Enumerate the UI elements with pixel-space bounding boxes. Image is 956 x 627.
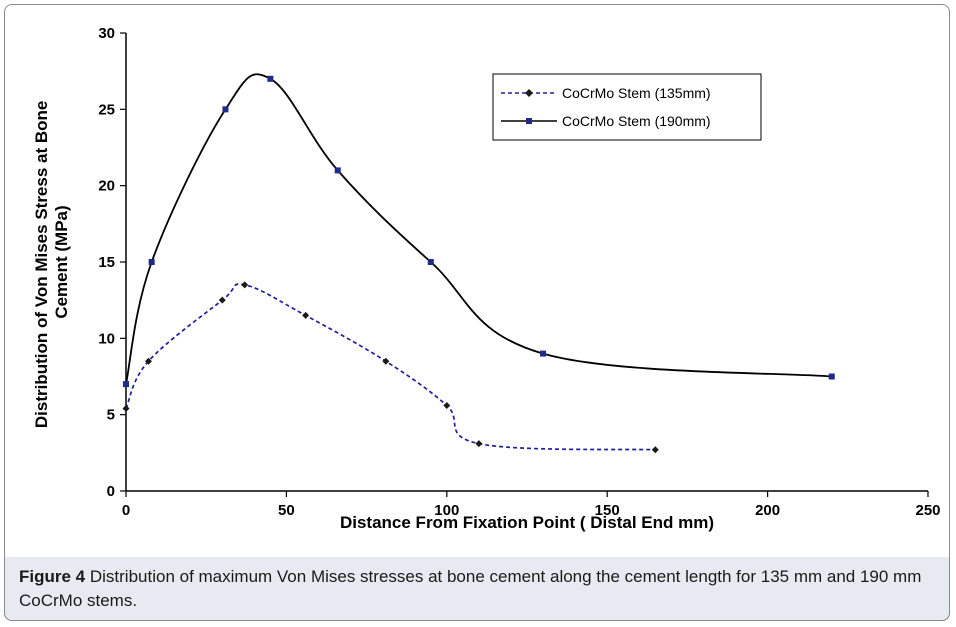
y-tick-label: 25: [98, 101, 115, 118]
series-135mm: [122, 281, 659, 454]
data-point: [148, 259, 155, 265]
series-line: [125, 283, 656, 451]
y-tick-label: 20: [98, 178, 115, 195]
data-point: [334, 167, 341, 174]
y-axis-title: Distribution of Von Mises Stress at Bone…: [32, 96, 71, 428]
caption-label: Figure 4: [19, 567, 86, 586]
series-190mm: [123, 73, 835, 388]
data-point: [222, 106, 229, 113]
legend-label-135: CoCrMo Stem (135mm): [562, 85, 711, 101]
y-axis-title-line-1: Distribution of Von Mises Stress at Bone: [32, 101, 51, 428]
data-point: [475, 440, 483, 448]
x-tick-label: 250: [915, 502, 940, 519]
series-layer: [122, 73, 835, 454]
data-point: [123, 381, 129, 388]
legend-label-190: CoCrMo Stem (190mm): [562, 113, 711, 129]
data-point: [218, 296, 226, 304]
data-point: [267, 75, 274, 82]
data-point: [302, 311, 310, 319]
legend-marker-135: [525, 89, 533, 97]
legend-item-190: CoCrMo Stem (190mm): [501, 113, 711, 129]
legend-box: [492, 73, 762, 141]
x-tick-label: 100: [434, 502, 459, 519]
x-axis-title: Distance From Fixation Point ( Distal En…: [340, 513, 714, 532]
y-tick-label: 5: [107, 407, 115, 424]
data-point: [540, 350, 547, 357]
series-line: [125, 73, 832, 385]
line-chart: 0 5 10 15 20 25 30 0 50 100 150 200 250 Distance Fr…: [32, 25, 941, 532]
y-tick-label: 15: [98, 254, 115, 271]
x-ticks: 0 50 100 150 200 250: [122, 491, 941, 519]
legend: CoCrMo Stem (135mm) CoCrMo Stem (190mm): [492, 73, 762, 141]
y-tick-label: 10: [98, 330, 115, 347]
figure-caption: Figure 4 Distribution of maximum Von Mis…: [19, 565, 939, 613]
caption-box: Figure 4 Distribution of maximum Von Mis…: [4, 557, 950, 621]
data-point: [651, 446, 659, 454]
data-point: [443, 402, 451, 410]
x-tick-label: 150: [595, 502, 620, 519]
x-axis: 0 50 100 150 200 250: [122, 490, 941, 519]
data-point: [382, 357, 390, 365]
x-tick-label: 0: [122, 502, 130, 519]
legend-item-135: CoCrMo Stem (135mm): [501, 85, 711, 101]
y-ticks: 0 5 10 15 20 25 30: [98, 25, 126, 500]
y-tick-label: 0: [107, 483, 115, 500]
legend-marker-190: [526, 118, 532, 124]
y-axis-title-line-2: Cement (MPa): [52, 205, 71, 318]
x-tick-label: 200: [755, 502, 780, 519]
y-tick-label: 30: [98, 25, 115, 42]
data-point: [241, 281, 249, 289]
data-point: [122, 405, 130, 413]
data-point: [828, 373, 835, 380]
data-point: [427, 259, 434, 265]
y-axis: 0 5 10 15 20 25 30: [98, 25, 127, 500]
data-point: [144, 357, 152, 365]
x-tick-label: 50: [278, 502, 295, 519]
figure-frame: [4, 4, 950, 621]
caption-text: Distribution of maximum Von Mises stress…: [19, 567, 922, 610]
